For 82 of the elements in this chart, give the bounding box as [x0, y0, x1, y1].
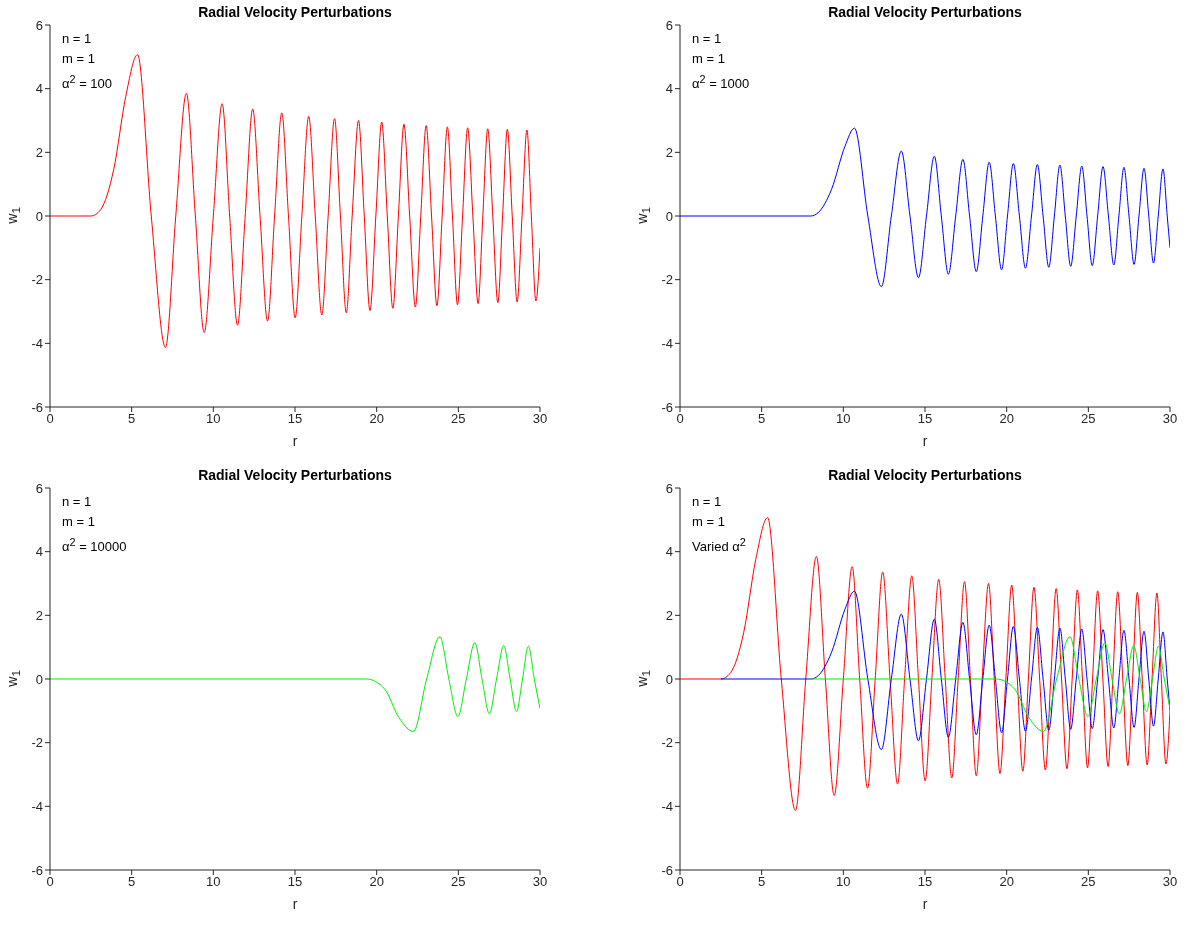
- y-tick-label: 0: [35, 208, 43, 224]
- x-tick-label: 20: [369, 874, 384, 890]
- annotation: m = 1: [62, 513, 96, 531]
- x-tick-label: 20: [999, 411, 1014, 427]
- line-series: [810, 636, 1170, 733]
- annotation: Varied α$^{2}$: [692, 535, 746, 557]
- y-tick-label: -6: [31, 862, 43, 878]
- annotation: n = 1: [62, 30, 93, 48]
- x-tick-label: 5: [758, 411, 766, 427]
- x-tick-label: 5: [758, 874, 766, 890]
- y-tick-label: -2: [31, 272, 43, 288]
- x-axis-title: r: [921, 433, 929, 449]
- x-tick-label: 0: [46, 874, 54, 890]
- x-tick-label: 15: [287, 874, 303, 890]
- line-series: [720, 590, 1170, 751]
- x-tick-label: 30: [532, 874, 548, 890]
- y-tick-label: 2: [665, 144, 673, 160]
- annotation: m = 1: [692, 513, 726, 531]
- annotation: n = 1: [62, 493, 93, 511]
- x-tick-label: 25: [451, 411, 466, 427]
- y-tick-label: -2: [661, 272, 673, 288]
- annotation: m = 1: [62, 50, 96, 68]
- chart-title: Radial Velocity Perturbations: [197, 467, 393, 483]
- y-tick-label: 0: [665, 208, 673, 224]
- chart-title: Radial Velocity Perturbations: [827, 467, 1023, 483]
- x-tick-label: 5: [128, 874, 136, 890]
- y-tick-label: 4: [665, 544, 673, 560]
- x-tick-label: 20: [999, 874, 1014, 890]
- y-tick-label: 2: [665, 607, 673, 623]
- y-tick-label: 0: [665, 671, 673, 687]
- y-tick-label: 2: [35, 144, 43, 160]
- chart-title: Radial Velocity Perturbations: [197, 4, 393, 20]
- y-tick-label: -4: [31, 335, 43, 351]
- y-tick-label: 4: [35, 81, 43, 97]
- x-tick-label: 25: [451, 874, 466, 890]
- y-tick-label: -4: [661, 335, 673, 351]
- y-tick-label: 4: [35, 544, 43, 560]
- y-tick-label: -4: [661, 798, 673, 814]
- x-tick-label: 25: [1081, 874, 1096, 890]
- x-tick-label: 30: [1162, 411, 1178, 427]
- annotation: α$^{2}$ = 100: [62, 72, 113, 94]
- annotation: α$^{2}$ = 10000: [62, 535, 127, 557]
- chart-title: Radial Velocity Perturbations: [827, 4, 1023, 20]
- annotation: n = 1: [692, 30, 723, 48]
- y-tick-label: -4: [31, 798, 43, 814]
- y-tick-label: 6: [665, 480, 673, 496]
- y-tick-label: 6: [35, 17, 43, 33]
- x-tick-label: 30: [532, 411, 548, 427]
- y-tick-label: 6: [665, 17, 673, 33]
- x-tick-label: 15: [917, 874, 933, 890]
- y-tick-label: 6: [35, 480, 43, 496]
- x-axis-title: r: [291, 896, 299, 912]
- line-series: [50, 636, 540, 733]
- x-tick-label: 10: [836, 411, 851, 427]
- y-tick-label: -2: [31, 735, 43, 751]
- line-series: [680, 517, 1170, 811]
- x-tick-label: 15: [917, 411, 933, 427]
- x-tick-label: 10: [836, 874, 851, 890]
- y-tick-label: 0: [35, 671, 43, 687]
- annotation: n = 1: [692, 493, 723, 511]
- x-tick-label: 0: [676, 411, 684, 427]
- x-tick-label: 10: [206, 411, 221, 427]
- y-tick-label: -6: [661, 862, 673, 878]
- annotation: m = 1: [692, 50, 726, 68]
- y-tick-label: -6: [31, 399, 43, 415]
- x-tick-label: 5: [128, 411, 136, 427]
- y-tick-label: -2: [661, 735, 673, 751]
- x-tick-label: 30: [1162, 874, 1178, 890]
- line-series: [680, 127, 1170, 288]
- x-tick-label: 0: [676, 874, 684, 890]
- x-tick-label: 10: [206, 874, 221, 890]
- x-axis-title: r: [921, 896, 929, 912]
- y-tick-label: 2: [35, 607, 43, 623]
- x-axis-title: r: [291, 433, 299, 449]
- x-tick-label: 20: [369, 411, 384, 427]
- y-tick-label: 4: [665, 81, 673, 97]
- annotation: α$^{2}$ = 1000: [692, 72, 750, 94]
- line-series: [50, 54, 540, 348]
- x-tick-label: 0: [46, 411, 54, 427]
- x-tick-label: 25: [1081, 411, 1096, 427]
- y-tick-label: -6: [661, 399, 673, 415]
- x-tick-label: 15: [287, 411, 303, 427]
